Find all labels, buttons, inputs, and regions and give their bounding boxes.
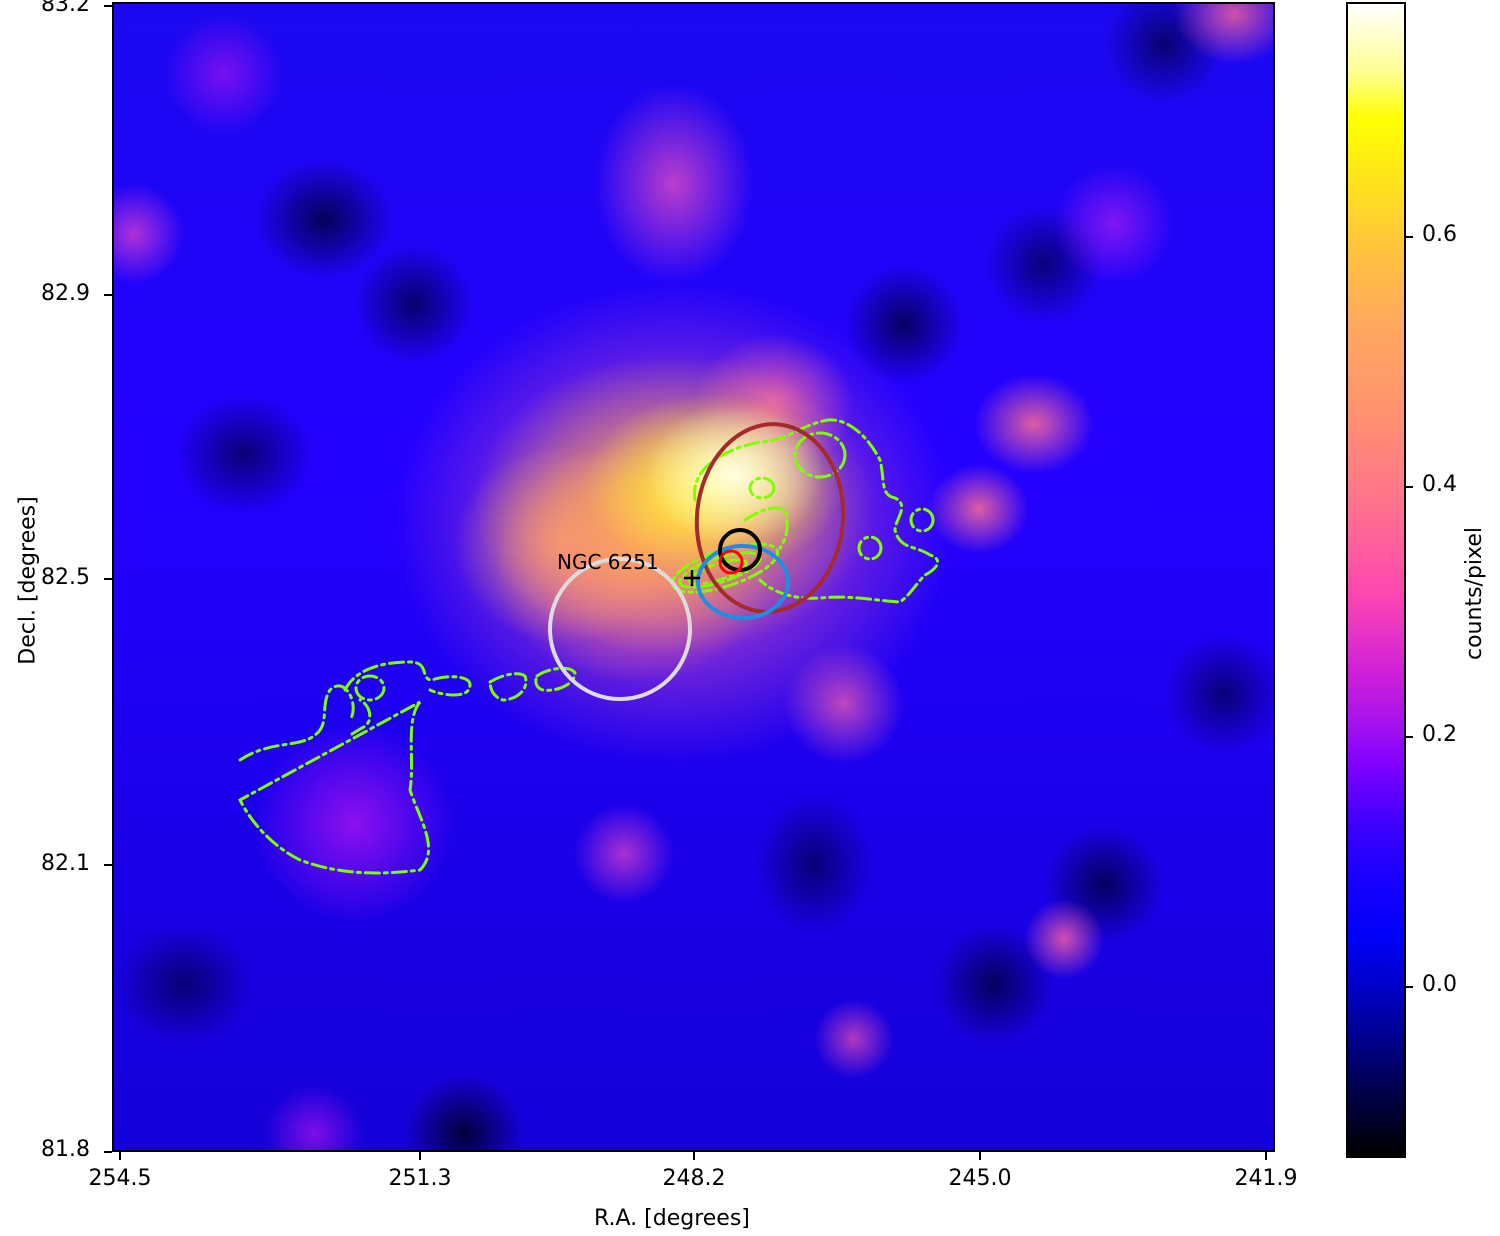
y-tick-label: 82.9 <box>41 281 90 306</box>
colorbar-tick-label: 0.4 <box>1422 472 1457 497</box>
x-tick-label: 248.2 <box>662 1166 726 1191</box>
x-tick-mark <box>1265 1152 1267 1160</box>
x-tick-mark <box>419 1152 421 1160</box>
colorbar-label: counts/pixel <box>1462 526 1487 660</box>
x-tick-label: 241.9 <box>1234 1166 1298 1191</box>
x-tick-mark <box>119 1152 121 1160</box>
colorbar-tick-mark <box>1406 736 1413 738</box>
y-tick-label: 81.8 <box>41 1137 90 1162</box>
y-tick-mark <box>104 294 112 296</box>
x-tick-label: 245.0 <box>948 1166 1012 1191</box>
x-tick-label: 251.3 <box>388 1166 452 1191</box>
y-tick-mark <box>104 5 112 7</box>
y-tick-label: 83.2 <box>41 0 90 17</box>
heatmap-plot-area <box>112 2 1275 1152</box>
y-tick-label: 82.1 <box>41 851 90 876</box>
colorbar-tick-label: 0.6 <box>1422 222 1457 247</box>
colorbar-tick-label: 0.2 <box>1422 722 1457 747</box>
heatmap-background <box>114 4 1273 1150</box>
y-tick-mark <box>104 864 112 866</box>
colorbar-tick-label: 0.0 <box>1422 972 1457 997</box>
y-tick-mark <box>104 578 112 580</box>
x-axis-label: R.A. [degrees] <box>594 1206 750 1231</box>
colorbar-tick-mark <box>1406 986 1413 988</box>
colorbar-tick-mark <box>1406 486 1413 488</box>
x-tick-mark <box>693 1152 695 1160</box>
y-tick-label: 82.5 <box>41 565 90 590</box>
y-tick-mark <box>104 1151 112 1153</box>
y-axis-label: Decl. [degrees] <box>15 496 41 665</box>
colorbar-tick-mark <box>1406 236 1413 238</box>
x-tick-mark <box>979 1152 981 1160</box>
colorbar <box>1346 2 1406 1158</box>
x-tick-label: 254.5 <box>88 1166 152 1191</box>
source-label: NGC 6251 <box>557 550 659 574</box>
